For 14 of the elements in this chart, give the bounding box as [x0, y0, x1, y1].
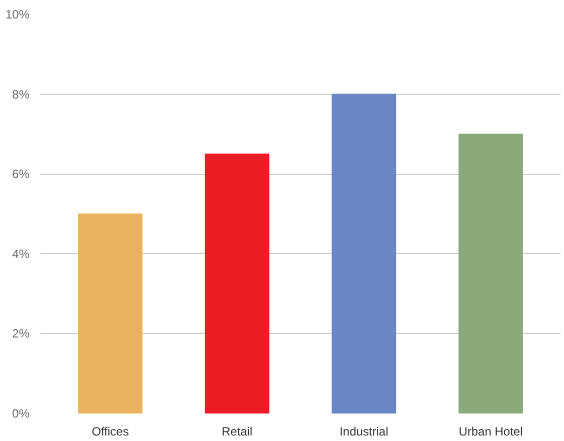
x-tick-label: Offices — [92, 424, 129, 438]
x-tick-label: Retail — [222, 424, 252, 438]
bar — [78, 214, 142, 414]
y-tick-label: 4% — [12, 246, 30, 261]
bar — [458, 134, 523, 414]
y-tick-label: 6% — [12, 167, 30, 182]
y-tick-label: 10% — [5, 8, 30, 22]
y-tick-label: 8% — [12, 87, 30, 102]
y-tick-label: 2% — [12, 326, 30, 341]
x-tick-label: Urban Hotel — [458, 424, 523, 438]
bar — [204, 154, 270, 414]
x-tick-label: Industrial — [340, 424, 388, 438]
bar — [332, 94, 396, 414]
y-tick-label: 0% — [12, 406, 30, 420]
